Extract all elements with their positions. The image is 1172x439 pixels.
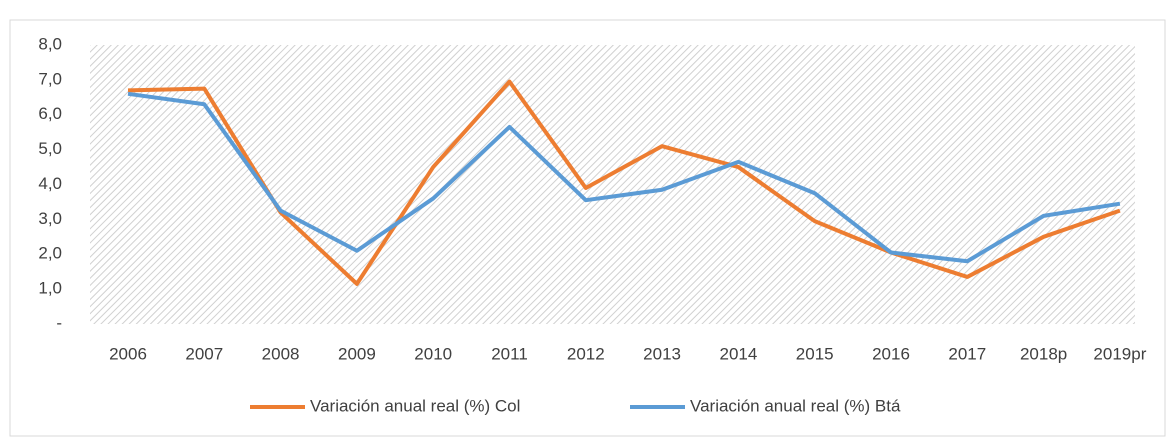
y-tick-label: 8,0 (38, 34, 62, 53)
x-tick-label: 2010 (414, 344, 452, 363)
x-tick-label: 2009 (338, 344, 376, 363)
x-tick-label: 2006 (109, 344, 147, 363)
y-tick-label: 5,0 (38, 139, 62, 158)
x-tick-label: 2014 (719, 344, 757, 363)
y-tick-label: 1,0 (38, 279, 62, 298)
x-tick-label: 2018p (1020, 344, 1067, 363)
y-tick-label: - (56, 313, 62, 332)
legend-label: Variación anual real (%) Col (310, 396, 520, 415)
x-tick-label: 2013 (643, 344, 681, 363)
y-tick-label: 2,0 (38, 244, 62, 263)
x-tick-label: 2008 (262, 344, 300, 363)
legend-label: Variación anual real (%) Btá (690, 396, 901, 415)
x-tick-label: 2011 (491, 344, 528, 363)
y-tick-label: 4,0 (38, 174, 62, 193)
x-tick-label: 2012 (567, 344, 605, 363)
y-tick-label: 7,0 (38, 69, 62, 88)
y-tick-label: 3,0 (38, 209, 62, 228)
x-tick-label: 2017 (948, 344, 986, 363)
y-tick-label: 6,0 (38, 104, 62, 123)
series-line (127, 79, 1121, 286)
chart-border (9, 19, 1166, 437)
series-line (127, 91, 1121, 264)
x-tick-label: 2015 (796, 344, 834, 363)
x-tick-label: 2016 (872, 344, 910, 363)
plot-area (90, 45, 1135, 324)
x-tick-label: 2019pr (1093, 344, 1146, 363)
x-tick-label: 2007 (185, 344, 223, 363)
